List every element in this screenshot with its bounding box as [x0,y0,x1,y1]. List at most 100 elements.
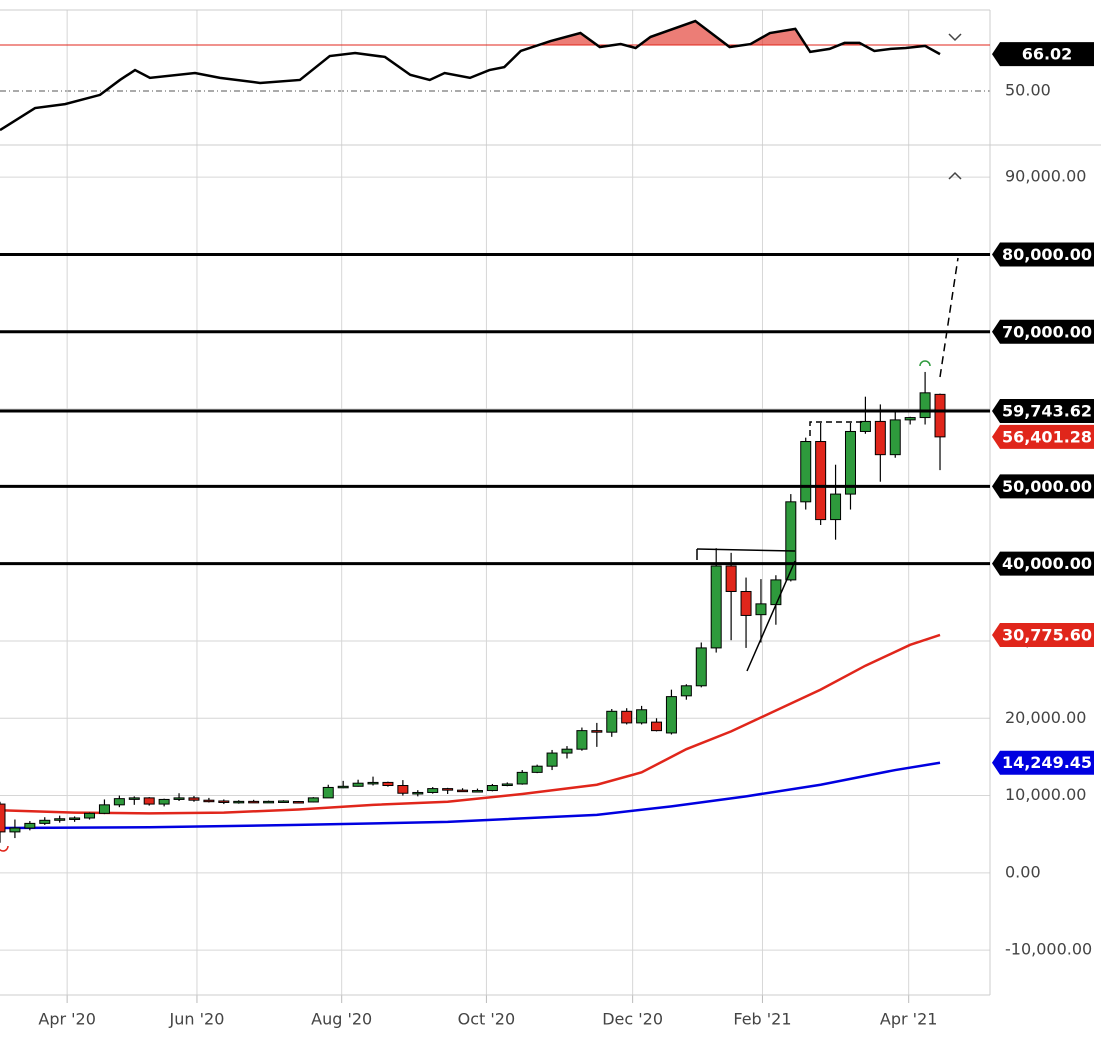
candle-body [173,797,185,800]
candle-body [770,579,782,606]
candle-body [382,781,394,787]
candle-body [367,781,379,785]
candle-body [128,797,140,800]
candle-body [889,419,901,456]
candle-body [277,800,289,803]
candle-body [337,785,349,789]
price-badge [992,42,1094,67]
candle-body [39,819,51,824]
price-badge-text: 14,249.45 [1002,753,1092,772]
price-badge [992,622,1094,647]
price-badge [992,750,1094,775]
overbought-area [538,21,864,45]
price-badge-text: 70,000.00 [1002,322,1092,341]
candle-body [113,798,125,806]
candle-body [457,789,469,793]
candle-body [665,696,677,734]
price-badge-text: 50,000.00 [1002,477,1092,496]
y-tick-label: 90,000.00 [1005,167,1086,186]
candle-body [471,790,483,793]
candle-body [248,800,260,804]
rsi-line [0,19,941,132]
candle-body [934,393,946,438]
candle-body [919,392,931,419]
labels: 50.00 66.02 -10,000.00 0.00 10,000.00 20,000.… [38,42,1094,1029]
candle-body [859,420,871,432]
drawings [0,33,962,852]
price-badge [992,474,1094,499]
x-tick-label: Apr '21 [880,1010,938,1029]
candle-body [69,817,81,820]
candle-body [442,788,454,791]
candle-body [844,430,856,495]
y-tick-label: -10,000.00 [1005,940,1092,959]
price-badge [992,242,1094,267]
candle-body [830,493,842,521]
candle-body [651,721,663,732]
candle-body [427,788,439,793]
candle-body [84,812,96,819]
y-tick-label: 0.00 [1005,862,1041,881]
x-tick-label: Oct '20 [458,1010,516,1029]
price-badge-text: 66.02 [1022,45,1073,64]
candle-body [0,803,6,833]
price-badge [992,399,1094,424]
candle-body [263,800,275,804]
collapse-button[interactable] [948,33,962,42]
candle-body [322,786,334,799]
candle-body [710,565,722,649]
x-tick-label: Jun '20 [169,1010,225,1029]
candle-body [486,785,498,792]
candle-body [188,797,200,801]
price-badge-text: 59,743.62 [1002,402,1092,421]
candle-body [218,800,230,803]
candle-body [412,791,424,795]
candle-body [352,782,364,787]
candle-body [636,709,648,724]
candle-body [546,752,558,767]
candle-body [233,800,245,804]
candle-body [9,827,21,833]
marker [0,845,9,852]
candle-body [725,565,737,592]
candle-body [576,730,588,750]
candle-body [904,417,916,421]
x-tick-label: Feb '21 [733,1010,791,1029]
candle-body [561,748,573,754]
candle-body [680,685,692,697]
moving-average [0,633,941,815]
marker [919,360,931,367]
candle-body [815,441,827,521]
collapse-button[interactable] [948,171,962,180]
price-badge-text: 30,775.60 [1002,625,1092,644]
candle-body [203,799,215,803]
candle-body [591,730,603,733]
price-badge [992,319,1094,344]
y-tick-label: 50.00 [1005,80,1051,99]
trend-line [696,548,796,552]
candle-body [606,710,618,733]
candles [0,371,946,843]
candle-body [98,804,110,814]
grid [0,10,990,1003]
x-tick-label: Dec '20 [602,1010,663,1029]
price-badge-text: 80,000.00 [1002,245,1092,264]
moving-average [0,761,941,830]
dashed-line [939,257,959,378]
candle-body [755,603,767,616]
price-badge [992,551,1094,576]
price-badge-text: 56,401.28 [1002,427,1092,446]
x-tick-label: Apr '20 [38,1010,96,1029]
x-tick-label: Aug '20 [311,1010,372,1029]
candle-body [695,647,707,687]
candle-body [740,590,752,616]
candle-body [54,818,66,821]
candle-body [158,798,170,805]
dashed-line [809,421,862,436]
candle-body [501,783,513,787]
candle-body [800,441,812,503]
candle-body [143,797,155,805]
candle-body [24,822,36,829]
candle-body [531,765,543,773]
